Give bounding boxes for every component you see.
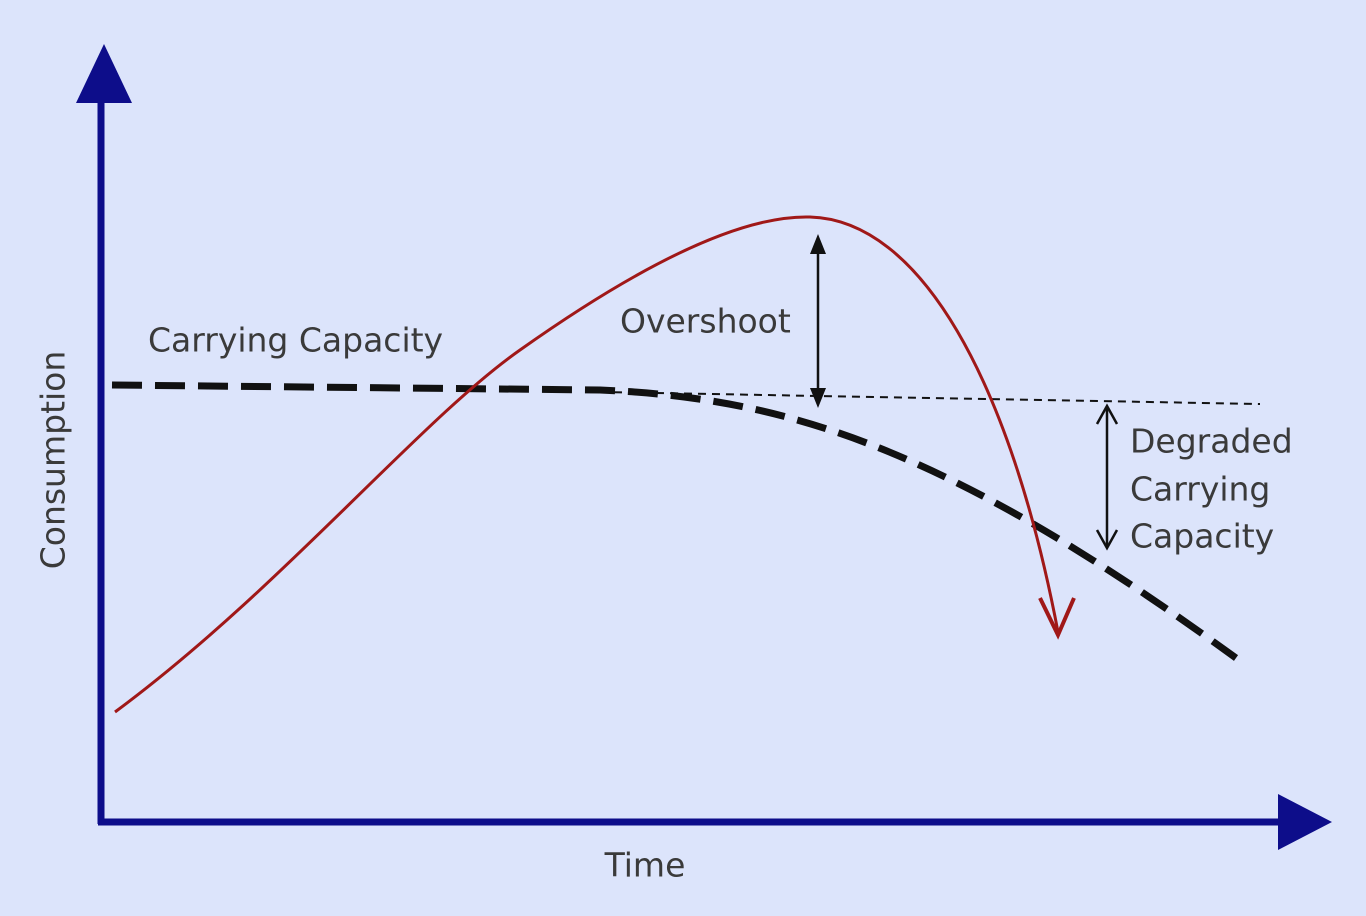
overshoot-label: Overshoot <box>620 302 791 341</box>
carrying-capacity-label: Carrying Capacity <box>148 321 443 360</box>
arrowhead <box>810 388 826 408</box>
arrowhead <box>1095 529 1119 551</box>
degraded-label: Capacity <box>1130 517 1274 556</box>
y-axis-label: Consumption <box>34 351 73 570</box>
consumption-arrowhead <box>1038 597 1076 640</box>
capacity-curve <box>111 381 1239 661</box>
y-axis-arrow <box>76 44 132 103</box>
x-axis-arrow <box>1278 794 1332 850</box>
degraded-label: Carrying <box>1130 470 1270 509</box>
arrowhead <box>1095 403 1119 425</box>
arrowhead <box>810 234 826 254</box>
degraded-label: Degraded <box>1130 422 1293 461</box>
x-axis-label: Time <box>604 846 686 885</box>
original-capacity-line <box>599 391 1261 405</box>
consumption-curve <box>114 215 1060 714</box>
